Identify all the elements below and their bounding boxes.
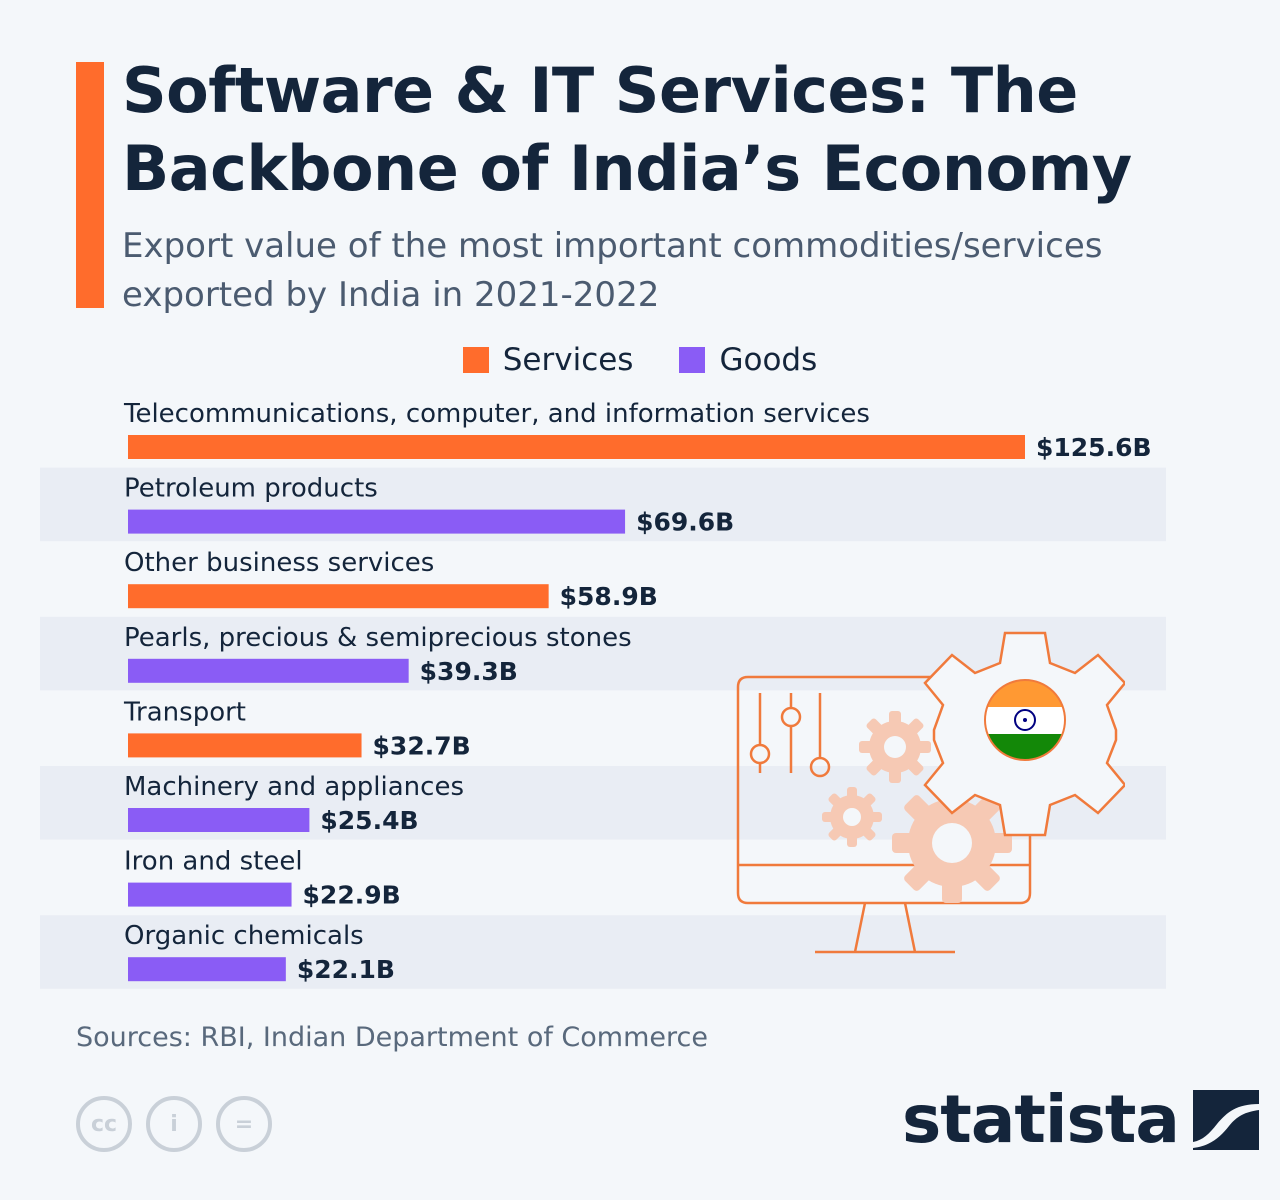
bar [128,584,549,609]
category-label: Machinery and appliances [124,772,464,802]
legend-label-goods: Goods [719,342,818,378]
bar [128,733,362,758]
chart-legend: Services Goods [0,338,1280,382]
category-label: Transport [123,697,246,727]
category-label: Iron and steel [124,847,303,877]
value-label: $22.9B [303,881,401,910]
page-subtitle: Export value of the most important commo… [122,226,1103,315]
source-note: Sources: RBI, Indian Department of Comme… [76,1022,708,1053]
bar [128,957,286,982]
legend-swatch-goods [679,347,706,373]
title-accent-bar [76,62,104,308]
bar [128,509,626,534]
value-label: $25.4B [320,806,418,835]
bar [128,808,310,832]
slider-controls-icon [749,693,831,778]
equals-icon[interactable]: = [216,1096,272,1152]
value-label: $58.9B [560,582,658,611]
category-label: Petroleum products [124,474,378,504]
legend-swatch-services [462,347,489,373]
legend-item-goods: Goods [679,342,817,378]
value-label: $39.3B [420,657,518,686]
category-label: Organic chemicals [124,921,364,951]
category-label: Pearls, precious & semiprecious stones [124,623,632,653]
bar [128,658,409,683]
statista-logo-icon [1192,1090,1259,1150]
category-label: Telecommunications, computer, and inform… [123,399,870,429]
cc-icon[interactable]: cc [76,1096,132,1152]
bar [128,435,1025,459]
bar-chart: Telecommunications, computer, and inform… [40,399,1166,989]
statista-wordmark: statista [902,1081,1180,1158]
value-label: $22.1B [297,955,395,984]
value-label: $69.6B [636,508,734,537]
legend-item-services: Services [462,342,634,378]
person-icon[interactable]: i [146,1096,202,1152]
statista-brand[interactable]: statista [902,1080,1259,1160]
category-label: Other business services [124,548,434,578]
bar [128,882,292,907]
monitor-icon [736,675,1032,954]
legend-label-services: Services [502,342,634,378]
license-icons: cc i = [76,1096,272,1152]
monitor-gears-illustration [736,631,1125,954]
value-label: $32.7B [373,731,471,760]
value-label: $125.6B [1036,433,1152,462]
page-title: Software & IT Services: The Backbone of … [122,54,1132,205]
small-gears-icon [822,711,1012,903]
